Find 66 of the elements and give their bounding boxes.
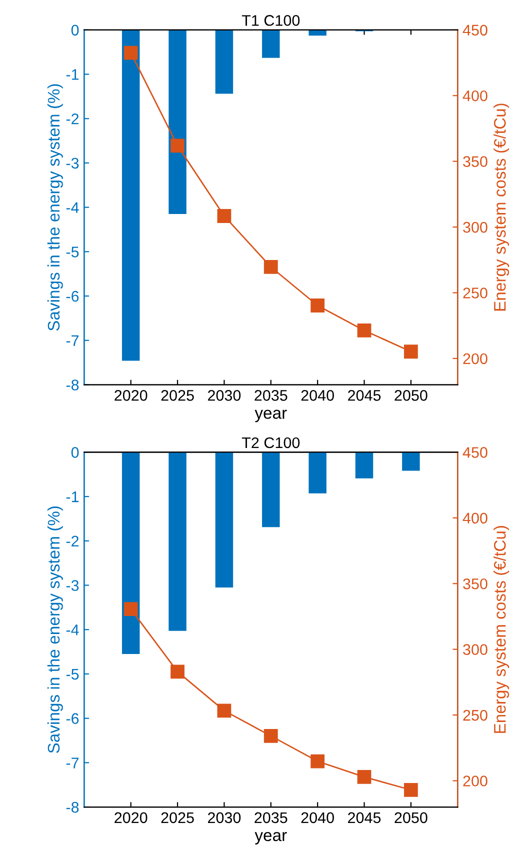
x-tick-label: 2050	[394, 812, 428, 824]
y2-tick-label: 450	[462, 24, 488, 36]
point	[124, 46, 138, 60]
x-tick-label: 2025	[161, 812, 194, 824]
y2-tick-label: 250	[463, 288, 488, 298]
y2-tick-label: 250	[463, 710, 488, 721]
point	[170, 138, 184, 153]
y2-tick-label: 350	[463, 578, 488, 590]
x-tick-label: 2020	[114, 390, 148, 401]
x-tick-label: 2050	[394, 390, 428, 401]
point	[217, 209, 232, 223]
y-tick-label: -1	[66, 69, 79, 80]
chart-title: T1 C100	[242, 15, 300, 26]
point	[170, 664, 184, 679]
y2-axis-title: Energy system costs (€/tCu)	[494, 104, 510, 311]
y-tick-label: -7	[66, 335, 79, 346]
y2-tick-label: 300	[463, 644, 488, 655]
x-axis-title: year	[254, 410, 287, 422]
chart-title: T2 C100	[242, 437, 300, 448]
point	[404, 344, 418, 359]
y-tick-label: -2	[66, 536, 79, 546]
y-tick-label: -4	[66, 624, 79, 636]
point	[264, 260, 278, 274]
point	[217, 704, 232, 718]
x-tick-label: 2020	[114, 812, 148, 824]
point	[404, 783, 418, 797]
y-tick-label: 0	[71, 24, 79, 36]
y-tick-label: -1	[66, 492, 79, 502]
point	[357, 770, 372, 784]
y-tick-label: -6	[66, 713, 79, 724]
y-tick-label: -5	[66, 246, 79, 258]
y2-tick-label: 400	[462, 512, 488, 524]
y-tick-label: -5	[66, 668, 79, 680]
y-axis-title: Savings in the energy system (%)	[47, 506, 63, 753]
y2-tick-label: 400	[462, 90, 488, 102]
x-tick-label: 2030	[208, 812, 241, 824]
y-tick-label: -3	[66, 158, 79, 169]
point	[264, 728, 278, 743]
y-tick-label: -8	[66, 802, 79, 813]
y2-tick-label: 200	[463, 776, 488, 786]
x-tick-label: 2025	[161, 390, 194, 401]
x-axis-title: year	[254, 832, 287, 844]
y-tick-label: -6	[66, 290, 79, 302]
y-tick-label: -4	[66, 202, 79, 213]
x-tick-label: 2045	[348, 812, 381, 824]
y-tick-label: 0	[71, 447, 79, 458]
y2-axis-title: Energy system costs (€/tCu)	[494, 526, 510, 733]
y2-tick-label: 450	[462, 447, 488, 458]
x-tick-label: 2030	[208, 390, 241, 401]
y-tick-label: -8	[66, 380, 79, 390]
x-tick-label: 2035	[254, 812, 288, 824]
x-tick-label: 2035	[254, 390, 288, 401]
point	[310, 298, 325, 312]
y-tick-label: -7	[66, 758, 79, 768]
y2-tick-label: 200	[463, 353, 488, 364]
y-axis-title: Savings in the energy system (%)	[47, 84, 63, 331]
x-tick-label: 2045	[348, 390, 381, 401]
point	[357, 324, 372, 338]
x-tick-label: 2040	[301, 390, 334, 401]
point	[310, 754, 325, 768]
y2-tick-label: 300	[463, 222, 488, 233]
y2-tick-label: 350	[463, 156, 488, 168]
y-tick-label: -3	[66, 580, 79, 591]
y-tick-label: -2	[66, 113, 79, 124]
x-tick-label: 2040	[301, 812, 334, 824]
point	[124, 602, 138, 616]
